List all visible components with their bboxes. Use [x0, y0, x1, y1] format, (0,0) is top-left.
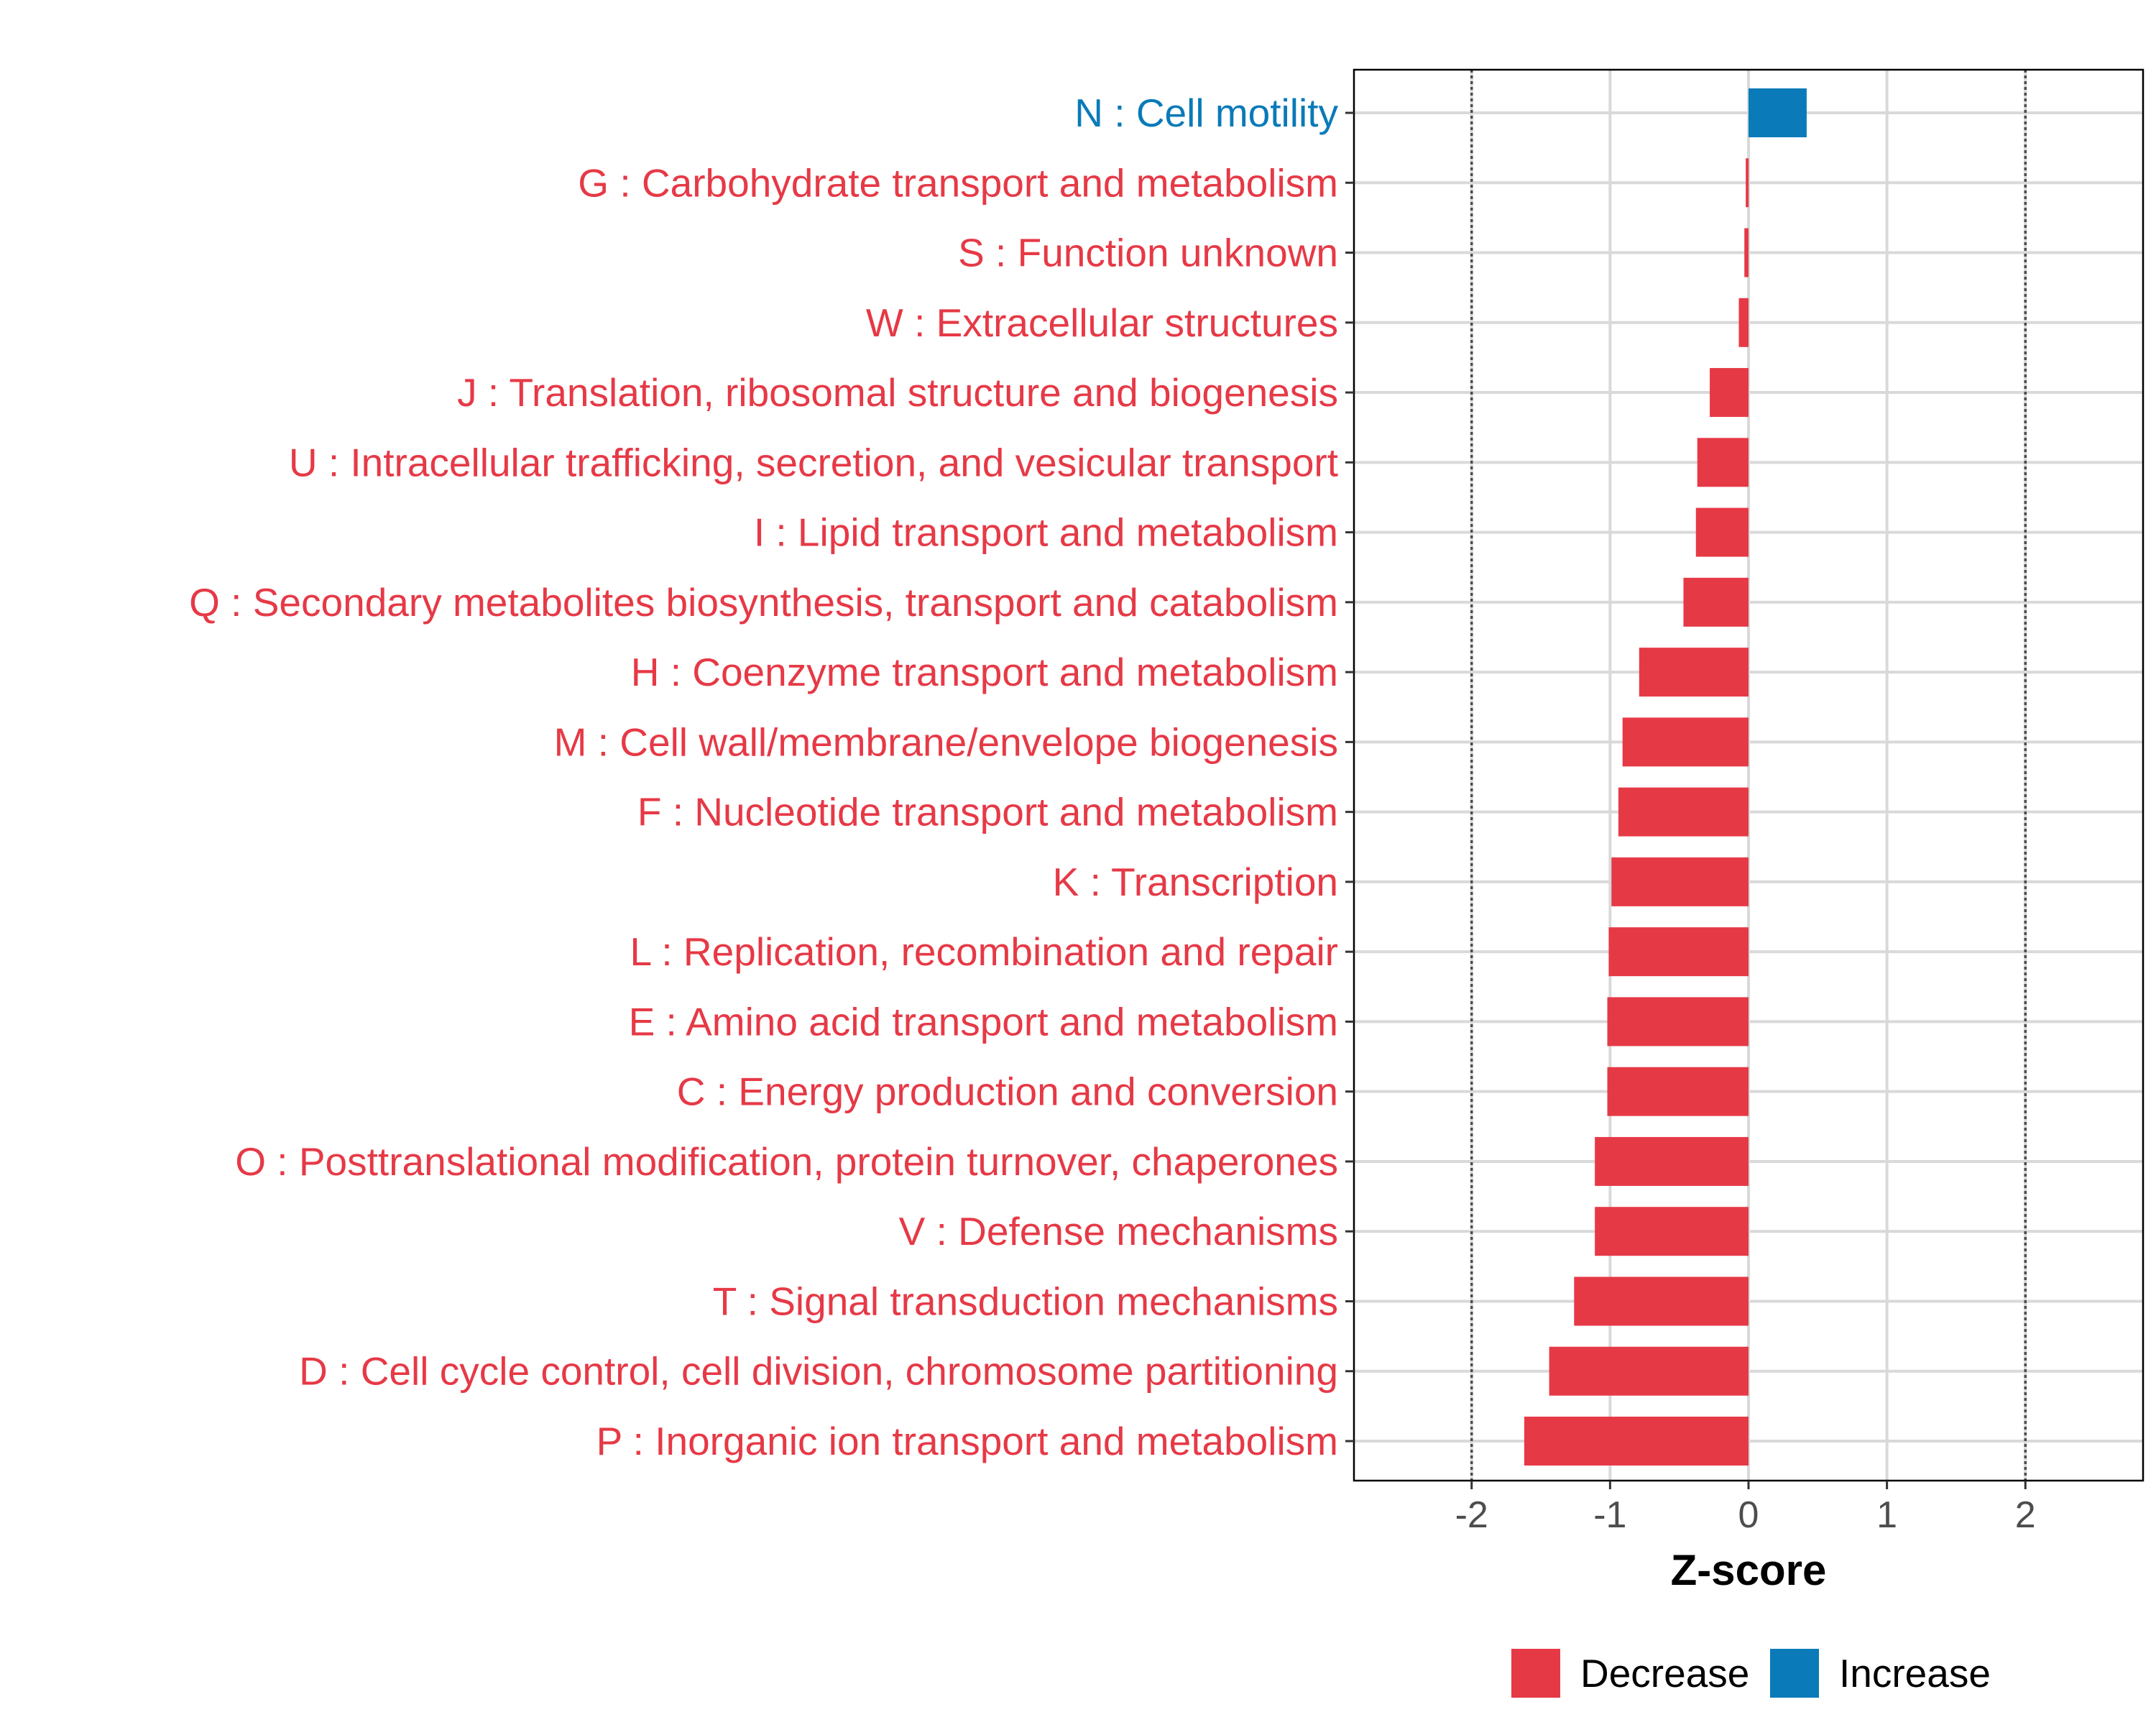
y-label-g: G : Carbohydrate transport and metabolis… [578, 160, 1338, 205]
y-label-j: J : Translation, ribosomal structure and… [457, 370, 1338, 415]
x-tick-label: -1 [1593, 1494, 1626, 1536]
y-label-k: K : Transcription [1053, 860, 1338, 904]
y-label-w: W : Extracellular structures [866, 300, 1338, 345]
y-label-l: L : Replication, recombination and repai… [630, 929, 1338, 974]
bar-l-replication-recombination-and-repair [1608, 927, 1749, 977]
legend-label-decrease: Decrease [1580, 1651, 1749, 1696]
bar-h-coenzyme-transport-and-metabolism [1639, 648, 1749, 697]
y-axis-category-labels: N : Cell motility G : Carbohydrate transp… [189, 91, 1338, 1463]
bar-w-extracellular-structures [1738, 298, 1749, 347]
x-tick-label: -2 [1455, 1494, 1488, 1536]
y-label-s: S : Function unknown [958, 231, 1338, 275]
y-label-u: U : Intracellular trafficking, secretion… [289, 440, 1338, 484]
bar-c-energy-production-and-conversion [1607, 1067, 1749, 1116]
bar-k-transcription [1611, 857, 1749, 906]
legend-swatch-increase [1770, 1649, 1819, 1698]
y-label-o: O : Posttranslational modification, prot… [235, 1139, 1338, 1184]
bar-i-lipid-transport-and-metabolism [1695, 507, 1749, 557]
bar-s-function-unknown [1744, 228, 1749, 277]
bar-n-cell-motility [1749, 88, 1807, 137]
x-axis-title: Z-score [1671, 1546, 1827, 1594]
x-axis-tick-labels: -2 -1 0 1 2 [1455, 1494, 2036, 1536]
bar-d-cell-cycle-control-cell-division-chromosome-partitioning [1549, 1346, 1749, 1396]
reference-lines [1470, 70, 2027, 1481]
bar-f-nucleotide-transport-and-metabolism [1618, 787, 1749, 837]
y-label-m: M : Cell wall/membrane/envelope biogenes… [554, 719, 1338, 764]
bar-j-translation-ribosomal-structure-and-biogenesis [1710, 368, 1749, 418]
bar-e-amino-acid-transport-and-metabolism [1607, 997, 1749, 1046]
y-label-i: I : Lipid transport and metabolism [754, 510, 1338, 555]
bar-q-secondary-metabolites-biosynthesis-transport-and-catabolism [1683, 577, 1749, 627]
bars [1524, 88, 1807, 1466]
y-label-d: D : Cell cycle control, cell division, c… [299, 1349, 1338, 1394]
y-label-f: F : Nucleotide transport and metabolism [637, 790, 1338, 834]
legend-swatch-decrease [1511, 1649, 1560, 1698]
bar-v-defense-mechanisms [1595, 1207, 1749, 1256]
x-tick-label: 2 [2015, 1494, 2036, 1536]
y-label-c: C : Energy production and conversion [677, 1070, 1338, 1114]
legend-label-increase: Increase [1839, 1651, 1991, 1696]
y-label-e: E : Amino acid transport and metabolism [629, 999, 1338, 1044]
x-tick-label: 1 [1876, 1494, 1897, 1536]
y-label-p: P : Inorganic ion transport and metaboli… [596, 1419, 1338, 1463]
y-label-v: V : Defense mechanisms [899, 1209, 1338, 1254]
bar-m-cell-wall-membrane-envelope-biogenesis [1622, 717, 1749, 767]
bar-u-intracellular-trafficking-secretion-and-vesicular-transport [1697, 438, 1749, 487]
bar-g-carbohydrate-transport-and-metabolism [1746, 158, 1749, 208]
y-label-q: Q : Secondary metabolites biosynthesis, … [189, 580, 1338, 625]
y-label-n: N : Cell motility [1074, 91, 1338, 135]
x-axis-ticks [1470, 1481, 2027, 1489]
y-label-t: T : Signal transduction mechanisms [713, 1279, 1338, 1323]
bar-p-inorganic-ion-transport-and-metabolism [1524, 1417, 1749, 1466]
bar-t-signal-transduction-mechanisms [1574, 1276, 1749, 1326]
bar-o-posttranslational-modification-protein-turnover-chaperones [1595, 1136, 1749, 1186]
y-label-h: H : Coenzyme transport and metabolism [631, 650, 1338, 694]
y-axis-ticks [1345, 111, 1354, 1443]
x-tick-label: 0 [1738, 1494, 1759, 1536]
legend: Decrease Increase [1511, 1649, 1991, 1698]
